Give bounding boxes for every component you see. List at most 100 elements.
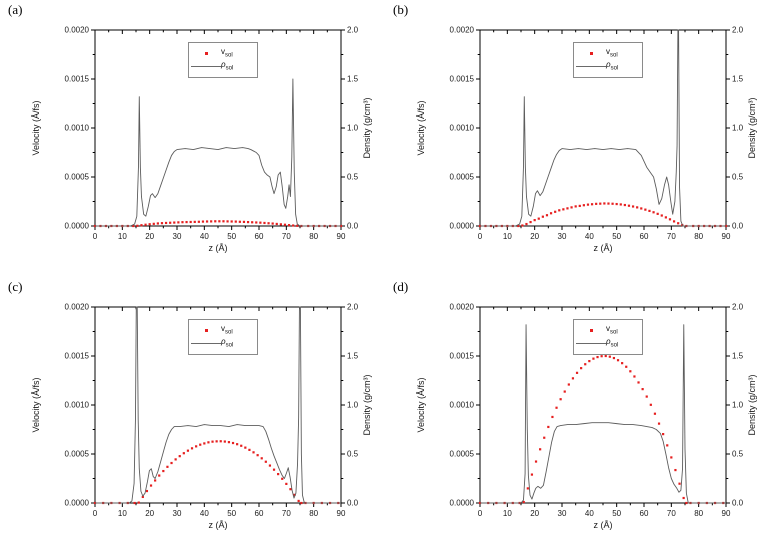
x-tick-label: 50 [612, 232, 621, 241]
velocity-point [297, 499, 300, 503]
velocity-point [685, 501, 688, 505]
y-right-tick-label: 0.5 [347, 173, 359, 182]
y-left-tick-label: 0.0000 [65, 222, 90, 231]
x-tick-label: 70 [667, 232, 676, 241]
velocity-marker-icon [191, 329, 221, 332]
velocity-point [268, 464, 272, 467]
x-tick-label: 50 [227, 232, 236, 241]
velocity-point [517, 224, 520, 228]
velocity-point [644, 208, 647, 211]
x-tick-label: 70 [282, 509, 291, 518]
x-tick-label: 40 [200, 509, 209, 518]
x-tick-label: 20 [530, 509, 539, 518]
velocity-point [543, 436, 546, 439]
velocity-point [218, 220, 221, 223]
velocity-point [558, 209, 561, 212]
velocity-point [677, 222, 680, 225]
velocity-point [238, 220, 241, 223]
y-left-tick-label: 0.0000 [450, 222, 475, 231]
legend-label-velocity: vsol [606, 47, 618, 59]
legend-row-density: ρsol [191, 337, 255, 350]
x-tick-label: 30 [558, 509, 567, 518]
legend-row-velocity: vsol [191, 324, 255, 337]
density-line-icon [576, 343, 606, 344]
velocity-point [645, 395, 648, 398]
velocity-point [534, 460, 538, 463]
panel-d: (d) 0 10 20 30 40 50 60 70 80 90 0.0000 0.0005 0.001… [385, 277, 769, 554]
velocity-point [230, 220, 233, 223]
velocity-point [592, 357, 595, 360]
x-tick-label: 90 [722, 509, 731, 518]
x-tick-label: 60 [255, 232, 264, 241]
velocity-point [559, 398, 562, 401]
legend-label-density: ρsol [606, 60, 619, 72]
y-right-tick-label: 2.0 [732, 26, 744, 35]
y-left-tick-label: 0.0015 [65, 352, 90, 361]
plot-frame [479, 29, 727, 227]
legend-label-density: ρsol [221, 60, 234, 72]
velocity-point [580, 367, 583, 370]
velocity-point [145, 489, 149, 493]
x-tick-label: 60 [255, 509, 264, 518]
velocity-point [525, 222, 528, 226]
legend-label-density: ρsol [221, 337, 234, 349]
y-left-tick-label: 0.0000 [65, 499, 90, 508]
density-curve [95, 78, 341, 227]
x-tick-label: 80 [309, 509, 318, 518]
velocity-point [612, 356, 616, 360]
x-tick-label: 50 [612, 509, 621, 518]
y-right-tick-label: 1.5 [347, 75, 359, 84]
x-tick-label: 30 [173, 509, 182, 518]
y-right-tick-label: 0.0 [732, 499, 744, 508]
x-tick-label: 80 [309, 232, 318, 241]
velocity-point [633, 375, 636, 378]
legend: vsol ρsol [188, 42, 258, 78]
velocity-point [554, 210, 557, 213]
velocity-point [287, 224, 291, 227]
velocity-point [562, 208, 565, 211]
y-left-tick-label: 0.0005 [450, 173, 475, 182]
velocity-point [246, 220, 250, 224]
velocity-point [522, 500, 525, 504]
x-tick-label: 70 [282, 232, 291, 241]
legend: vsol ρsol [573, 319, 643, 355]
velocity-point [140, 224, 143, 227]
y-left-tick-label: 0.0005 [65, 450, 90, 459]
velocity-point [636, 206, 639, 209]
x-tick-label: 40 [585, 509, 594, 518]
velocity-point [670, 456, 673, 459]
plot-area-b: 0 10 20 30 40 50 60 70 80 90 0.0000 0.0005 0.0010 0.0… [450, 26, 744, 241]
panel-letter-d: (d) [393, 279, 409, 294]
velocity-point [657, 422, 661, 425]
velocity-point [595, 202, 598, 205]
y-right-tick-label: 1.5 [732, 352, 744, 361]
plot-area-d: 0 10 20 30 40 50 60 70 80 90 0.0000 0.0005 0.0010 0.0… [450, 303, 744, 518]
velocity-point [234, 220, 237, 223]
velocity-point [653, 412, 657, 415]
velocity-point [207, 441, 210, 444]
x-tick-label: 90 [337, 232, 346, 241]
velocity-point [570, 206, 573, 209]
y-right-tick-label: 0.5 [347, 450, 359, 459]
plot-area-a: 0 10 20 30 40 50 60 70 80 90 0.0000 0.0005 0.0010 0.0… [65, 26, 359, 241]
velocity-point [169, 221, 172, 224]
y-right-tick-label: 1.0 [732, 401, 744, 410]
x-tick-label: 0 [478, 509, 483, 518]
y-right-tick-label: 2.0 [347, 26, 359, 35]
velocity-point [596, 355, 599, 359]
velocity-point [182, 452, 185, 455]
velocity-point [537, 217, 540, 220]
velocity-point [575, 371, 579, 374]
velocity-point [604, 354, 607, 358]
legend-row-velocity: vsol [576, 47, 640, 60]
velocity-point [533, 219, 536, 222]
velocity-point [567, 383, 570, 386]
velocity-marker-icon [191, 52, 221, 55]
y-left-tick-label: 0.0010 [65, 124, 90, 133]
velocity-point [547, 425, 550, 429]
velocity-point [623, 203, 626, 207]
plot-frame [479, 306, 727, 504]
velocity-point [193, 220, 196, 223]
velocity-point [607, 202, 610, 205]
